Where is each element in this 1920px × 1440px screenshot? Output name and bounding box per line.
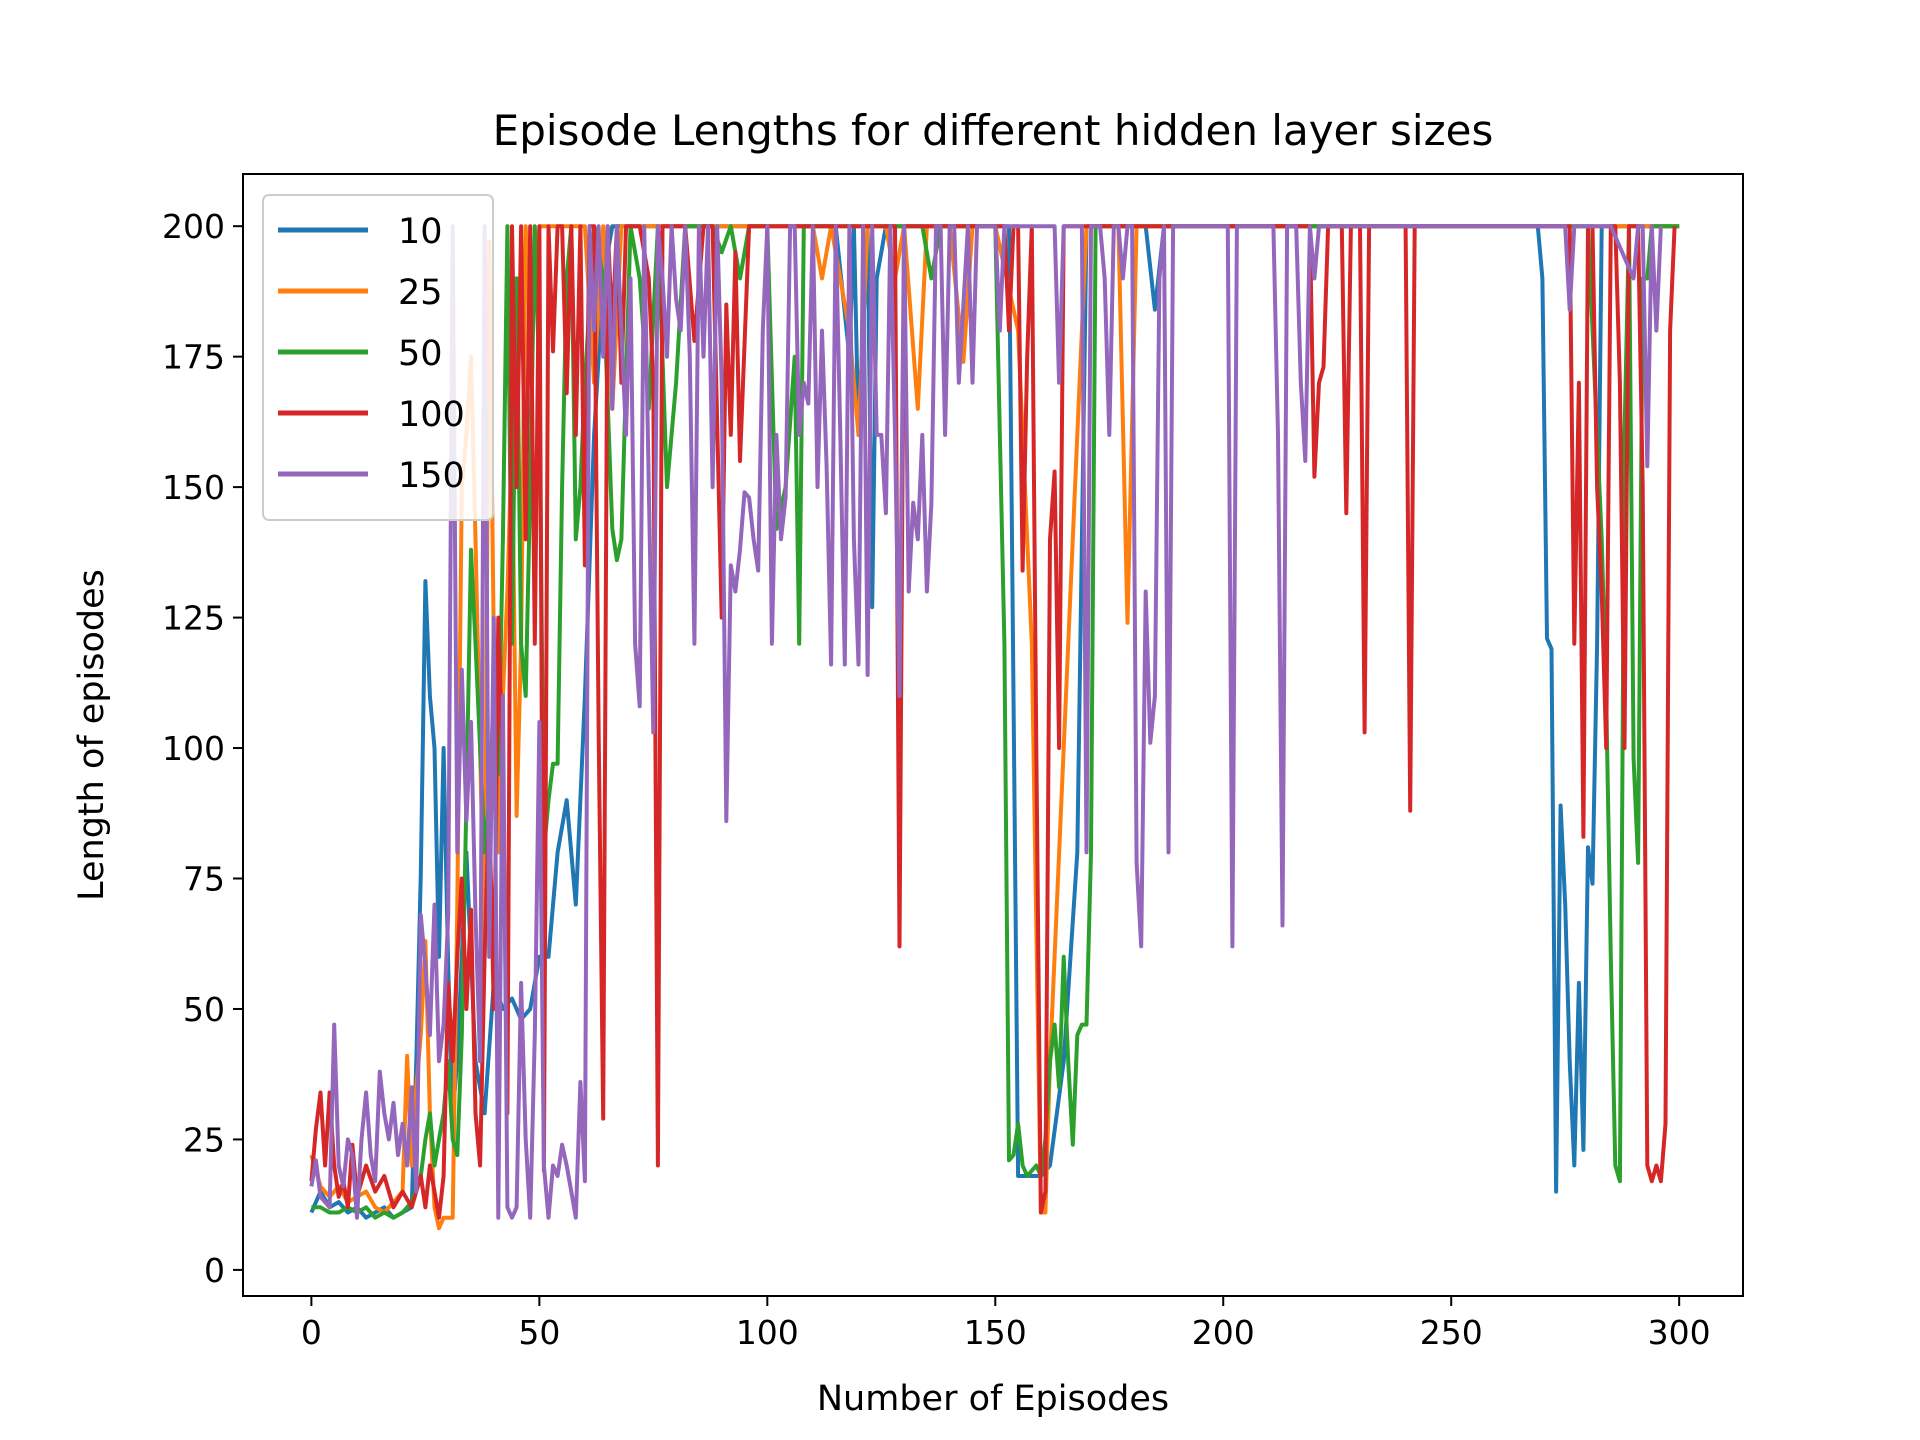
x-tick-label: 0 bbox=[301, 1313, 322, 1352]
y-axis: 0 25 50 75 100 125 150 175 200 bbox=[162, 207, 243, 1290]
legend-box bbox=[262, 194, 494, 521]
y-tick-label: 125 bbox=[162, 599, 225, 638]
legend: 10 25 50 100 150 bbox=[262, 194, 494, 521]
x-tick-label: 100 bbox=[736, 1313, 799, 1352]
legend-label-25: 25 bbox=[398, 273, 443, 313]
legend-label-10: 10 bbox=[398, 212, 443, 252]
y-tick-label: 25 bbox=[183, 1120, 225, 1159]
x-tick-label: 150 bbox=[964, 1313, 1027, 1352]
x-tick-label: 50 bbox=[518, 1313, 560, 1352]
y-tick-label: 150 bbox=[162, 468, 225, 507]
y-tick-label: 0 bbox=[204, 1251, 225, 1290]
y-tick-label: 100 bbox=[162, 729, 225, 768]
x-axis-label: Number of Episodes bbox=[817, 1379, 1169, 1419]
legend-label-100: 100 bbox=[398, 395, 465, 435]
series-line-150 bbox=[309, 224, 1663, 1220]
y-tick-label: 200 bbox=[162, 207, 225, 246]
plot-frame bbox=[242, 173, 1744, 1297]
y-axis-label: Length of episodes bbox=[72, 569, 112, 901]
y-tick-label: 75 bbox=[183, 860, 225, 899]
x-tick-label: 300 bbox=[1648, 1313, 1711, 1352]
chart-title: Episode Lengths for different hidden lay… bbox=[493, 106, 1494, 155]
y-tick-label: 175 bbox=[162, 338, 225, 377]
legend-label-150: 150 bbox=[398, 456, 465, 496]
x-tick-label: 200 bbox=[1192, 1313, 1255, 1352]
x-tick-label: 250 bbox=[1420, 1313, 1483, 1352]
x-axis: 0 50 100 150 200 250 300 bbox=[301, 1296, 1711, 1352]
legend-label-50: 50 bbox=[398, 334, 443, 374]
y-tick-label: 50 bbox=[183, 990, 225, 1029]
